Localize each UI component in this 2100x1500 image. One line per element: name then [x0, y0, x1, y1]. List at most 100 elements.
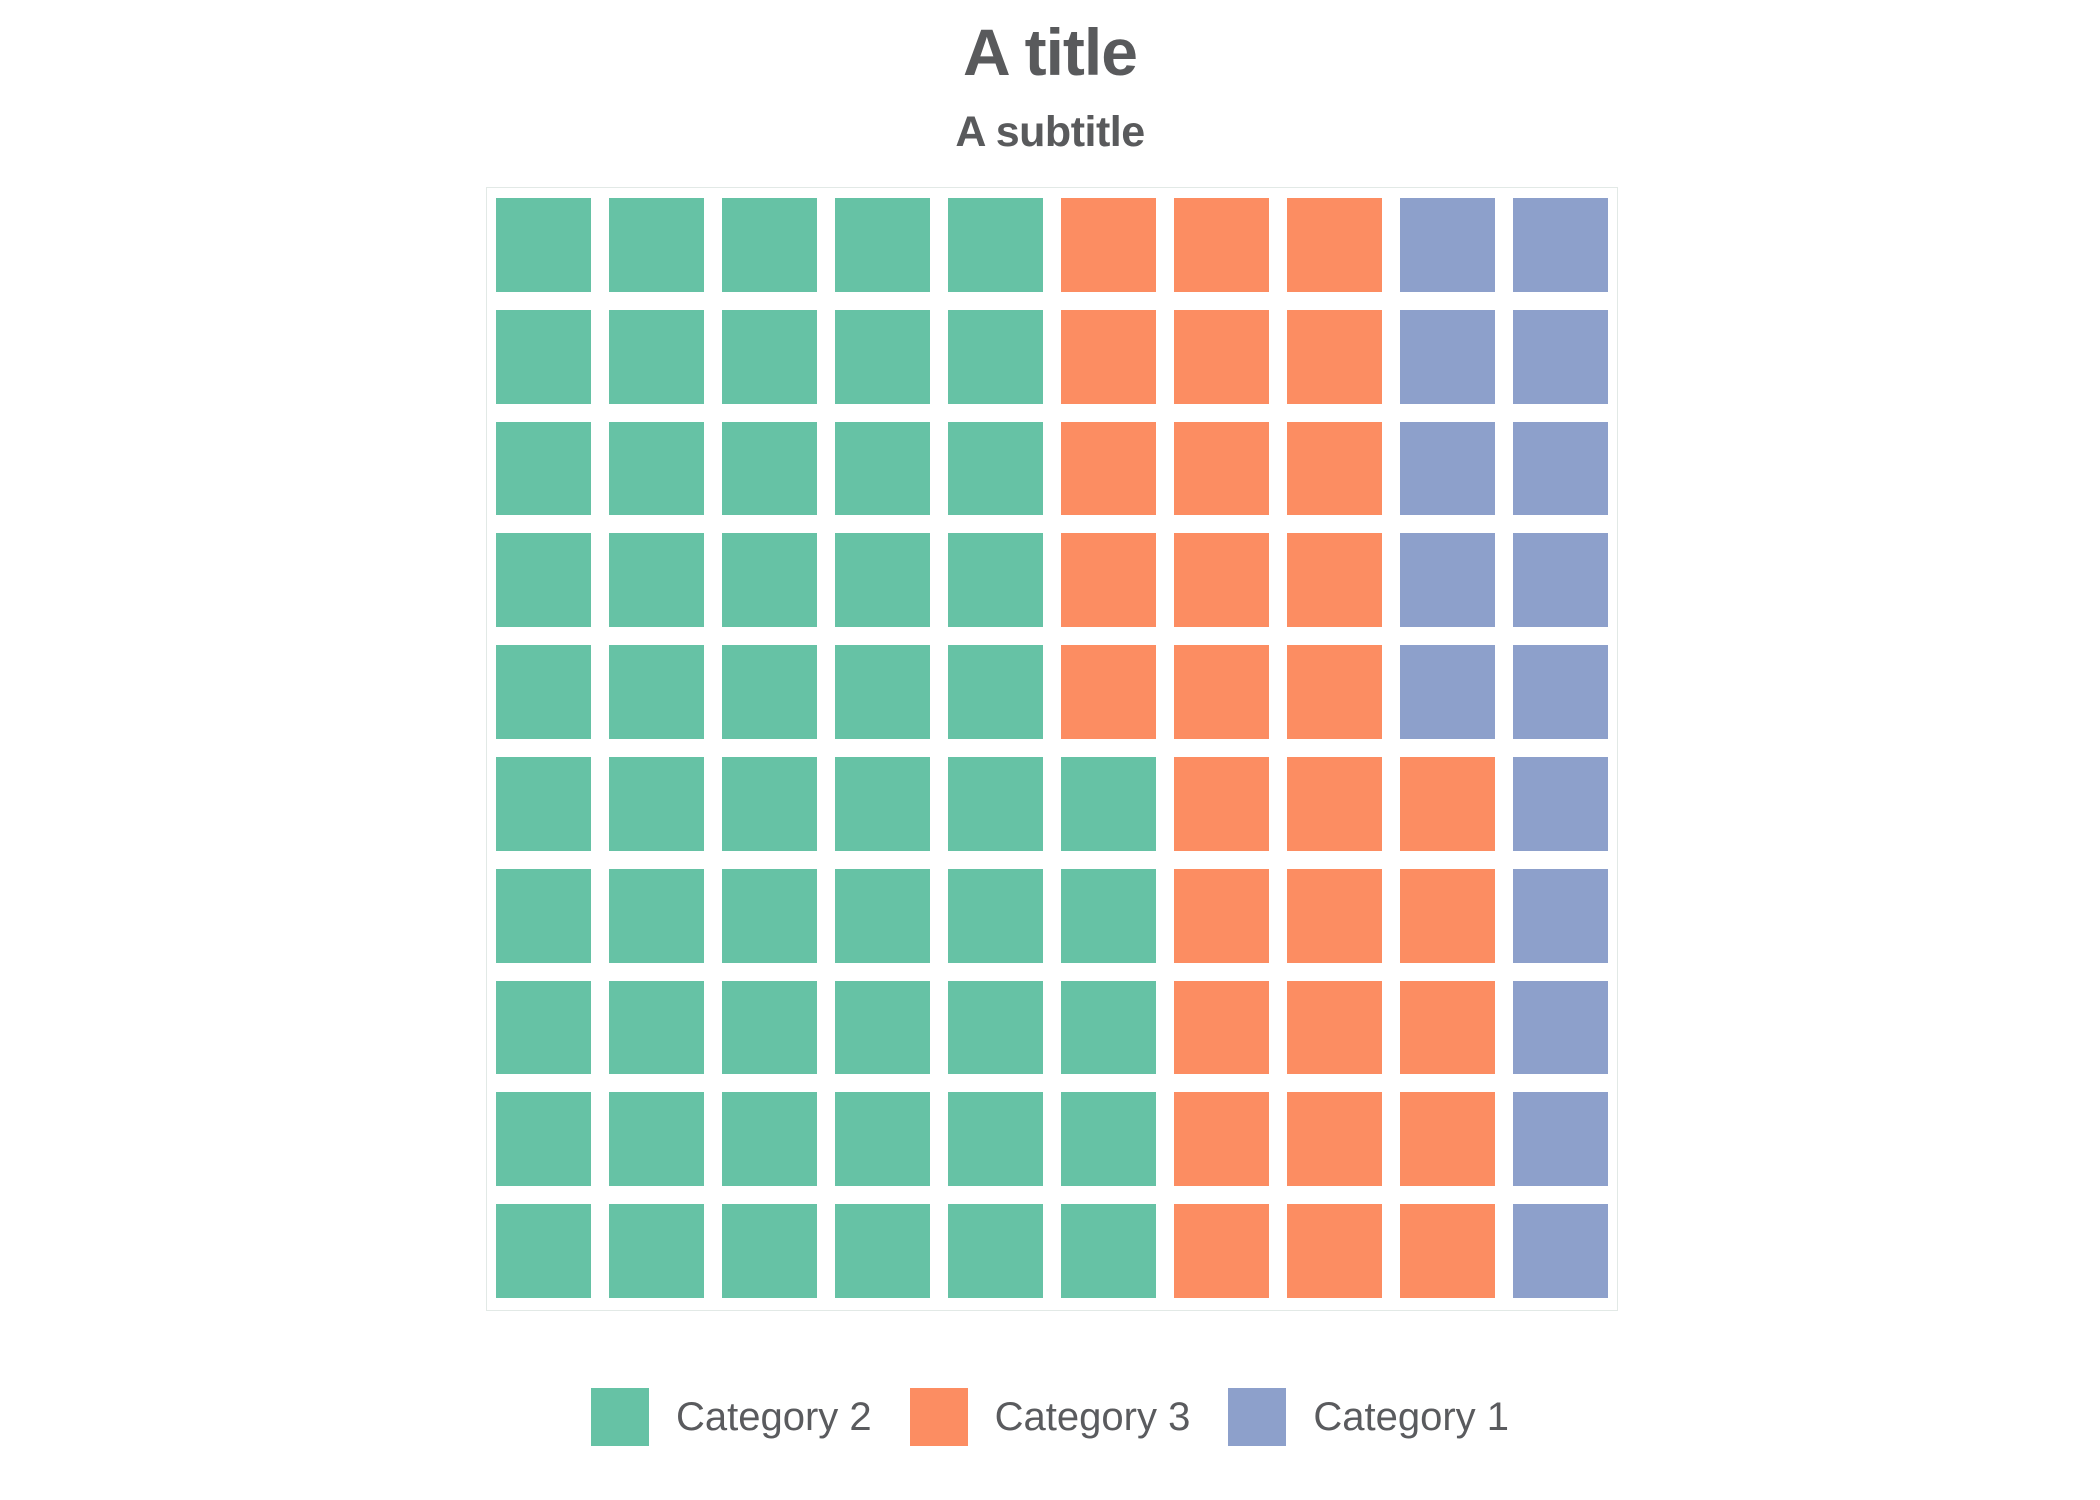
waffle-cell — [948, 198, 1043, 292]
waffle-cell — [1400, 533, 1495, 628]
waffle-cell — [1061, 868, 1156, 963]
legend-label-category-1: Category 1 — [1313, 1394, 1509, 1439]
waffle-cell — [835, 757, 930, 851]
waffle-cell — [835, 868, 930, 963]
waffle-cell — [948, 757, 1043, 851]
chart-title: A title — [963, 15, 1138, 89]
legend-swatch-category-2 — [590, 1388, 649, 1446]
legend-item-category-3: Category 3 — [909, 1388, 1190, 1446]
waffle-cell — [722, 868, 817, 963]
chart-subtitle: A subtitle — [955, 108, 1145, 156]
waffle-cell — [722, 309, 817, 404]
waffle-cell — [948, 980, 1043, 1075]
waffle-cell — [496, 198, 591, 292]
waffle-cell — [722, 533, 817, 628]
waffle-cell — [1513, 1092, 1608, 1187]
waffle-cell — [1061, 1092, 1156, 1187]
legend-item-category-2: Category 2 — [590, 1388, 872, 1446]
waffle-cell — [1287, 645, 1382, 739]
waffle-cell — [722, 757, 817, 851]
waffle-cell — [1061, 757, 1156, 851]
chart-panel — [486, 187, 1618, 1311]
waffle-cell — [1061, 1204, 1156, 1298]
waffle-cell — [722, 645, 817, 739]
waffle-cell — [609, 1092, 704, 1187]
waffle-cell — [1061, 198, 1156, 292]
waffle-cell — [1287, 757, 1382, 851]
waffle-cell — [835, 309, 930, 404]
waffle-cell — [1513, 198, 1608, 292]
waffle-cell — [1287, 198, 1382, 292]
legend: Category 2 Category 3 Category 1 — [0, 1388, 2100, 1446]
waffle-cell — [1174, 421, 1269, 516]
waffle-cell — [609, 868, 704, 963]
waffle-cell — [1400, 1092, 1495, 1187]
waffle-cell — [1400, 645, 1495, 739]
waffle-cell — [1400, 198, 1495, 292]
waffle-cell — [1287, 421, 1382, 516]
waffle-cell — [496, 1092, 591, 1187]
waffle-cell — [1061, 645, 1156, 739]
waffle-cell — [1400, 309, 1495, 404]
waffle-cell — [1174, 868, 1269, 963]
waffle-cell — [496, 533, 591, 628]
waffle-cell — [948, 1204, 1043, 1298]
waffle-cell — [1287, 980, 1382, 1075]
waffle-cell — [948, 868, 1043, 963]
legend-label-category-2: Category 2 — [675, 1394, 872, 1439]
waffle-cell — [1174, 309, 1269, 404]
waffle-cell — [609, 309, 704, 404]
waffle-cell — [835, 533, 930, 628]
waffle-cell — [1400, 757, 1495, 851]
waffle-cell — [496, 309, 591, 404]
waffle-cell — [1174, 757, 1269, 851]
waffle-cell — [496, 421, 591, 516]
waffle-grid — [487, 188, 1617, 1310]
waffle-cell — [1174, 533, 1269, 628]
waffle-cell — [722, 1092, 817, 1187]
waffle-cell — [609, 1204, 704, 1298]
waffle-cell — [835, 645, 930, 739]
waffle-cell — [835, 1204, 930, 1298]
waffle-cell — [1400, 868, 1495, 963]
waffle-cell — [609, 757, 704, 851]
waffle-cell — [1400, 1204, 1495, 1298]
legend-swatch-category-1 — [1228, 1388, 1287, 1446]
waffle-cell — [1061, 421, 1156, 516]
waffle-cell — [722, 980, 817, 1075]
waffle-cell — [1287, 309, 1382, 404]
waffle-cell — [1513, 1204, 1608, 1298]
waffle-cell — [948, 309, 1043, 404]
waffle-cell — [1174, 1204, 1269, 1298]
waffle-cell — [722, 1204, 817, 1298]
waffle-cell — [722, 421, 817, 516]
waffle-cell — [496, 868, 591, 963]
waffle-cell — [1061, 980, 1156, 1075]
waffle-cell — [1287, 533, 1382, 628]
waffle-cell — [1513, 645, 1608, 739]
waffle-cell — [609, 421, 704, 516]
waffle-cell — [496, 1204, 591, 1298]
waffle-cell — [835, 1092, 930, 1187]
waffle-cell — [835, 980, 930, 1075]
waffle-cell — [1174, 980, 1269, 1075]
waffle-cell — [1061, 533, 1156, 628]
waffle-cell — [1513, 980, 1608, 1075]
waffle-cell — [1061, 309, 1156, 404]
waffle-cell — [1287, 1092, 1382, 1187]
waffle-cell — [948, 533, 1043, 628]
waffle-cell — [948, 645, 1043, 739]
waffle-cell — [1513, 757, 1608, 851]
waffle-cell — [1513, 421, 1608, 516]
waffle-cell — [1174, 645, 1269, 739]
waffle-cell — [1513, 309, 1608, 404]
waffle-cell — [609, 533, 704, 628]
waffle-cell — [496, 757, 591, 851]
waffle-cell — [496, 645, 591, 739]
legend-swatch-category-3 — [909, 1388, 968, 1446]
waffle-cell — [1513, 533, 1608, 628]
waffle-cell — [948, 1092, 1043, 1187]
waffle-cell — [722, 198, 817, 292]
waffle-cell — [1174, 198, 1269, 292]
